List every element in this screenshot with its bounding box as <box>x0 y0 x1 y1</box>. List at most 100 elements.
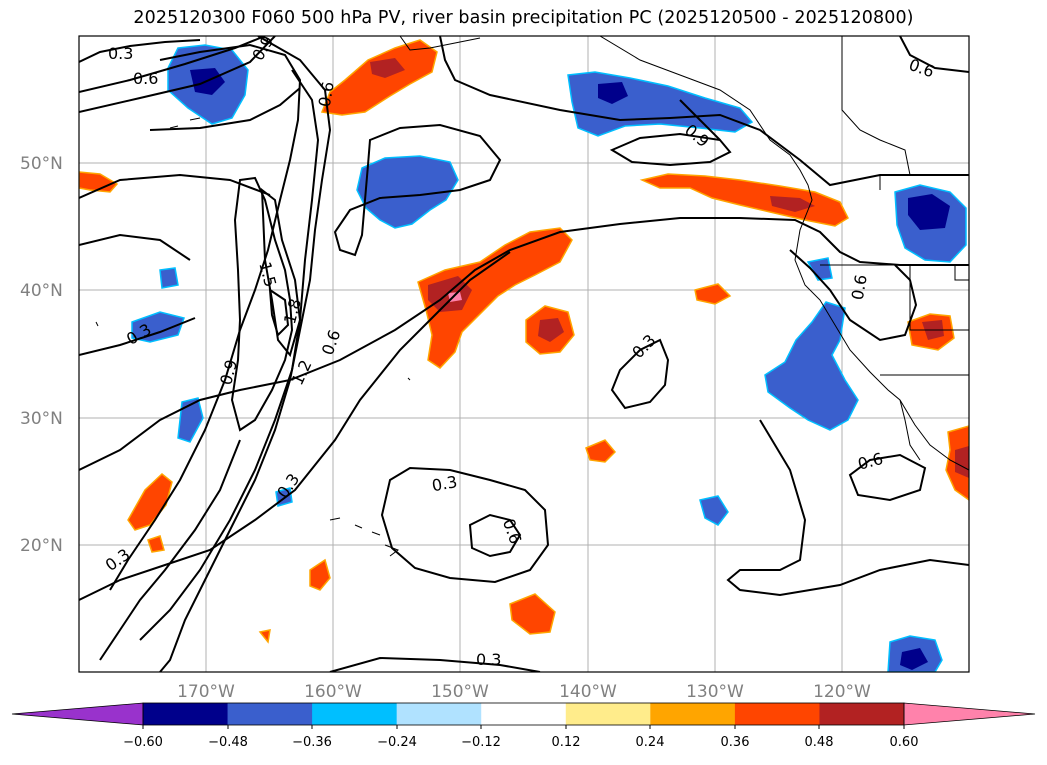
lon-label: 160°W <box>304 682 362 702</box>
contour-0.3-main <box>79 251 511 601</box>
latitude-labels: 50°N 40°N 30°N 20°N <box>20 154 63 556</box>
contour-0.3-north <box>79 39 201 63</box>
colorbar-tick-label: −0.48 <box>208 735 248 750</box>
contour-east-0.3 <box>726 419 969 597</box>
pv-contours <box>79 36 969 672</box>
colorbar-segment <box>396 703 482 725</box>
blob-wcoast-band-core <box>770 196 815 212</box>
colorbar-segment <box>650 703 736 725</box>
colorbar-segment <box>312 703 398 725</box>
contour-label: 0.6 <box>848 273 871 301</box>
contour-east-0.6 <box>789 249 918 342</box>
contour-trough-1.5 <box>260 187 302 358</box>
colorbar-tick-label: 0.60 <box>890 735 919 750</box>
blob-mexico-core <box>955 446 969 478</box>
contour-label: 0.3 <box>430 472 458 495</box>
contour-0.3-loop-mid <box>610 338 670 410</box>
blob-aleutian <box>320 39 438 116</box>
colorbar-ticks: −0.60 −0.48 −0.36 −0.24 −0.12 0.12 0.24 … <box>123 725 918 750</box>
colorbar-min-extend <box>11 702 144 726</box>
blob-aleutian-core <box>370 58 405 78</box>
colorbar-segment <box>565 703 651 725</box>
colorbar-segment <box>819 703 905 725</box>
blob-small-tropic-2 <box>309 558 331 591</box>
contour-south-0.3 <box>329 656 541 672</box>
contour-0.9-north <box>79 36 276 113</box>
colorbar-segments <box>143 703 905 725</box>
contour-0.9-gulf <box>609 132 732 167</box>
contour-label: 0.3 <box>476 650 501 669</box>
longitude-labels: 170°W 160°W 150°W 140°W 130°W 120°W <box>177 682 871 702</box>
lon-label: 150°W <box>431 682 489 702</box>
contour-west-1 <box>79 173 271 199</box>
positive-pc-areas <box>79 39 969 644</box>
blob-gulf-core <box>598 82 628 104</box>
colorbar-segment <box>227 703 313 725</box>
islands <box>95 117 411 557</box>
colorbar-tick-label: 0.12 <box>552 735 581 750</box>
contour-big-0.6 <box>79 217 969 471</box>
contour-trough-lower-0.9 <box>99 439 241 661</box>
colorbar-tick-label: −0.12 <box>461 735 501 750</box>
contour-low-left <box>149 87 301 131</box>
contour-east-loop <box>848 453 927 502</box>
lon-label: 120°W <box>813 682 871 702</box>
lat-label: 30°N <box>20 409 63 429</box>
contour-trough-1.2-outer <box>139 69 320 641</box>
plot-title: 2025120300 F060 500 hPa PV, river basin … <box>133 8 914 28</box>
contour-0.6-tropic <box>468 513 522 558</box>
blob-hawaii-band <box>127 473 173 531</box>
blob-central-north <box>356 155 459 229</box>
contour-trough-0.9 <box>109 43 302 591</box>
colorbar-tick-label: −0.24 <box>377 735 417 750</box>
blob-small-tropic-1 <box>585 439 617 463</box>
lon-label: 130°W <box>686 682 744 702</box>
contour-label: 0.3 <box>108 44 133 63</box>
contour-loop-north-0.6 <box>333 123 502 257</box>
colorbar-frame <box>142 702 905 726</box>
colorbar-max-extend <box>903 702 1036 726</box>
contour-trough-1.2-inner <box>230 176 294 432</box>
colorbar-tick-label: 0.48 <box>805 735 834 750</box>
blob-nw-interior-core <box>908 194 950 230</box>
colorbar: −0.60 −0.48 −0.36 −0.24 −0.12 0.12 0.24 … <box>11 702 1036 750</box>
colorbar-segment <box>481 703 567 725</box>
colorbar-tick-label: −0.60 <box>123 735 163 750</box>
blob-baja-coast <box>764 301 859 431</box>
lat-label: 20°N <box>20 536 63 556</box>
blob-ar-secondary-core <box>538 318 564 342</box>
colorbar-tick-label: 0.36 <box>721 735 750 750</box>
map-panel: 0.3 0.6 0.9 1.5 1.8 0.6 0.9 1.2 0.3 0.3 … <box>79 36 969 672</box>
contour-label: 0.6 <box>133 69 158 88</box>
contour-trough-1.8 <box>268 288 290 337</box>
blob-small-ne <box>694 283 732 305</box>
blob-tiny-2 <box>258 629 271 644</box>
lat-label: 40°N <box>20 281 63 301</box>
blob-wcoast-band <box>639 173 849 227</box>
blob-small-tropic-3 <box>509 593 556 635</box>
colorbar-segment <box>734 703 820 725</box>
contour-label: 0.6 <box>315 80 338 108</box>
colorbar-tick-label: −0.36 <box>292 735 332 750</box>
blob-dateline-3 <box>177 397 204 443</box>
contour-ne-0.9 <box>679 99 721 141</box>
blob-central-ar <box>417 227 573 369</box>
map-frame <box>78 35 970 673</box>
contour-0.6-north <box>79 36 266 93</box>
colorbar-segment <box>143 703 229 725</box>
blob-west-edge <box>79 171 119 193</box>
colorbar-tick-label: 0.24 <box>636 735 665 750</box>
coastlines <box>399 36 969 471</box>
contour-ne-0.6 <box>899 36 969 73</box>
blob-tiny-1 <box>147 535 165 553</box>
contour-west-3 <box>79 317 196 356</box>
negative-pc-areas <box>131 44 967 672</box>
blob-small-tropic <box>699 495 729 526</box>
lon-label: 140°W <box>559 682 617 702</box>
lat-label: 50°N <box>20 154 63 174</box>
blob-dateline-1 <box>159 267 179 289</box>
contour-ridge <box>439 36 969 187</box>
lon-label: 170°W <box>177 682 235 702</box>
contour-west-2 <box>79 233 191 261</box>
